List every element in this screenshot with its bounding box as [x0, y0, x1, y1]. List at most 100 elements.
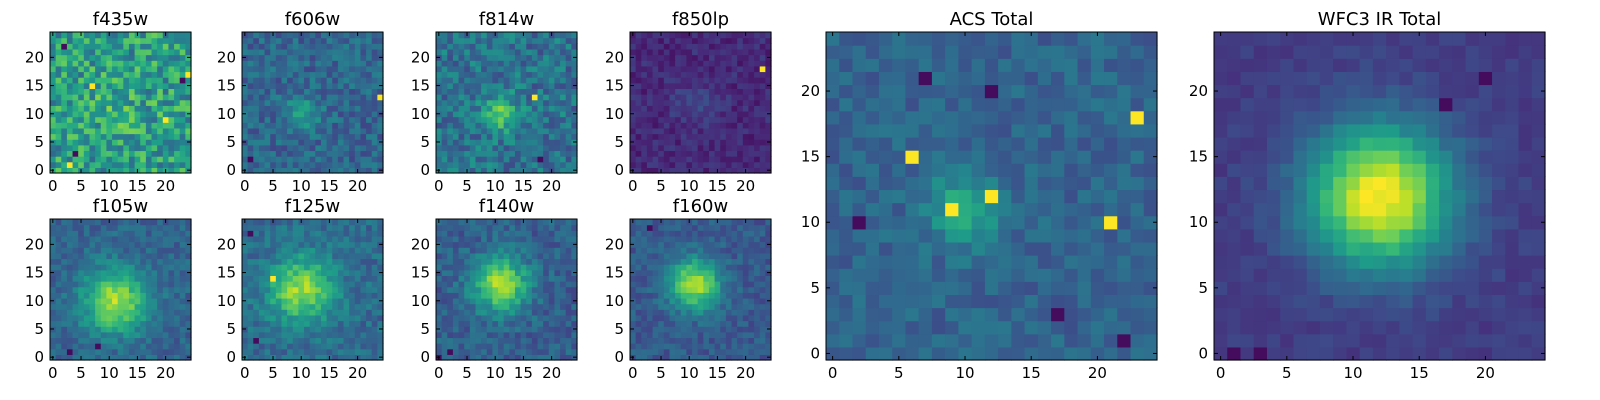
- heatmap-cell: [441, 331, 448, 339]
- heatmap-cell: [287, 48, 294, 56]
- heatmap-cell: [168, 71, 175, 78]
- heatmap-cell: [315, 331, 322, 339]
- heatmap-cell: [281, 354, 288, 361]
- heatmap-cell: [145, 116, 153, 123]
- heatmap-cell: [503, 269, 510, 276]
- heatmap-cell: [151, 71, 158, 78]
- heatmap-cell: [304, 224, 311, 231]
- heatmap-cell: [371, 314, 378, 322]
- heatmap-cell: [469, 127, 477, 135]
- heatmap-cell: [520, 122, 527, 129]
- heatmap-cell: [242, 161, 249, 168]
- heatmap-cell: [377, 105, 384, 112]
- heatmap-cell: [106, 133, 113, 140]
- heatmap-cell: [281, 241, 288, 248]
- heatmap-cell: [179, 297, 186, 305]
- heatmap-cell: [458, 88, 465, 95]
- heatmap-cell: [720, 331, 727, 339]
- heatmap-cell: [89, 60, 96, 67]
- heatmap-cell: [89, 94, 96, 101]
- heatmap-cell: [343, 241, 350, 248]
- heatmap-cell: [304, 292, 311, 299]
- heatmap-cell: [441, 326, 448, 333]
- heatmap-cell: [72, 230, 79, 237]
- heatmap-cell: [731, 105, 738, 112]
- heatmap-cell: [140, 161, 147, 168]
- heatmap-cell: [646, 110, 654, 118]
- heatmap-cell: [315, 105, 322, 112]
- heatmap-cell: [475, 116, 482, 123]
- heatmap-cell: [458, 150, 465, 157]
- heatmap-cell: [298, 331, 305, 339]
- heatmap-cell: [531, 32, 539, 39]
- heatmap-cell: [759, 297, 766, 305]
- heatmap-cell: [287, 167, 294, 174]
- heatmap-cell: [253, 60, 260, 67]
- heatmap-cell: [560, 88, 567, 95]
- heatmap-cell: [447, 122, 454, 129]
- heatmap-cell: [554, 258, 561, 265]
- heatmap-cell: [492, 348, 499, 355]
- heatmap-cell: [168, 82, 175, 89]
- heatmap-cell: [106, 139, 113, 146]
- heatmap-cell: [287, 224, 294, 231]
- heatmap-cell: [95, 139, 102, 146]
- heatmap-cell: [304, 105, 311, 112]
- heatmap-cell: [720, 99, 727, 106]
- heatmap-cell: [140, 133, 147, 140]
- heatmap-cell: [354, 110, 362, 118]
- heatmap-cell: [526, 48, 533, 56]
- heatmap-cell: [447, 292, 454, 299]
- heatmap-cell: [520, 139, 527, 146]
- heatmap-cell: [548, 281, 556, 288]
- heatmap-cell: [106, 275, 113, 282]
- heatmap-cell: [703, 337, 710, 344]
- heatmap-cell: [646, 309, 654, 316]
- heatmap-cell: [646, 144, 654, 152]
- heatmap-cell: [492, 326, 499, 333]
- heatmap-cell: [366, 32, 373, 39]
- heatmap-cell: [304, 275, 311, 282]
- heatmap-cell: [264, 241, 271, 248]
- heatmap-cell: [731, 116, 738, 123]
- heatmap-cell: [242, 331, 249, 339]
- heatmap-cell: [543, 43, 550, 50]
- heatmap-cell: [157, 326, 164, 333]
- heatmap-cell: [106, 156, 113, 163]
- heatmap-cell: [134, 139, 141, 146]
- heatmap-cell: [436, 48, 443, 56]
- heatmap-cell: [475, 281, 482, 288]
- heatmap-cell: [292, 320, 299, 327]
- heatmap-cell: [247, 264, 254, 271]
- heatmap-cell: [287, 161, 294, 168]
- heatmap-cell: [337, 133, 345, 140]
- heatmap-cell: [55, 139, 62, 146]
- heatmap-cell: [514, 99, 522, 106]
- heatmap-cell: [247, 60, 254, 67]
- heatmap-cell: [89, 219, 96, 226]
- heatmap-cell: [641, 71, 648, 78]
- heatmap-cell: [669, 161, 676, 168]
- heatmap-cell: [66, 337, 74, 344]
- axes-frame: [49, 218, 192, 361]
- heatmap-cell: [635, 337, 642, 344]
- heatmap-cell: [464, 99, 471, 106]
- heatmap-cell: [112, 320, 119, 327]
- heatmap-cell: [537, 331, 544, 339]
- heatmap-cell: [652, 161, 659, 168]
- heatmap-cell: [703, 122, 710, 129]
- heatmap-cell: [475, 99, 482, 106]
- heatmap-cell: [641, 54, 648, 61]
- heatmap-cell: [703, 99, 710, 106]
- heatmap-cell: [112, 348, 119, 355]
- heatmap-cell: [452, 292, 460, 299]
- heatmap-cell: [754, 116, 761, 123]
- heatmap-cell: [714, 292, 721, 299]
- heatmap-cell: [464, 314, 471, 322]
- heatmap-cell: [464, 343, 471, 350]
- heatmap-cell: [447, 320, 454, 327]
- heatmap-cell: [117, 71, 124, 78]
- heatmap-cell: [360, 269, 367, 276]
- heatmap-cell: [675, 77, 682, 84]
- heatmap-cell: [720, 32, 727, 39]
